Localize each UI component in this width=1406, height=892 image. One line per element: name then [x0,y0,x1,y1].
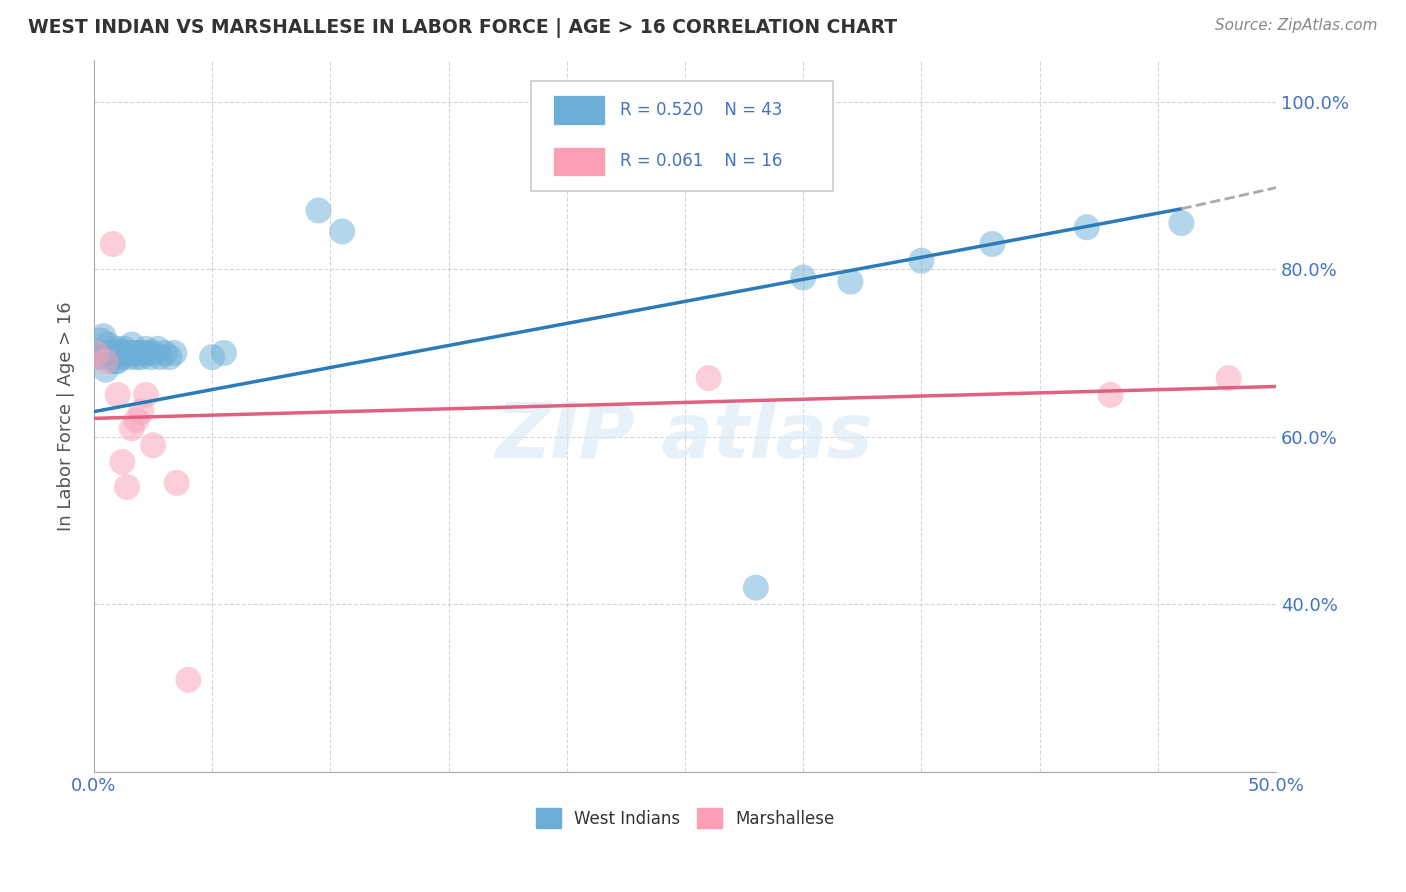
Point [94,362,117,376]
Point [125,413,148,427]
Point [792,270,814,285]
Point [139,350,162,364]
Point [146,342,169,356]
Point [142,346,165,360]
Point [107,388,129,402]
Y-axis label: In Labor Force | Age > 16: In Labor Force | Age > 16 [58,301,75,531]
Text: R = 0.061    N = 16: R = 0.061 N = 16 [620,153,782,170]
Point [132,346,155,360]
Point [125,350,148,364]
Point [135,342,157,356]
Point [107,342,129,356]
Point [128,346,150,360]
Point [101,237,124,252]
Point [90,350,112,364]
FancyBboxPatch shape [553,95,605,125]
Point [111,455,134,469]
Point [111,350,134,364]
Point [212,346,235,360]
Point [166,475,188,490]
FancyBboxPatch shape [531,81,832,192]
Point [115,480,138,494]
Text: WEST INDIAN VS MARSHALLESE IN LABOR FORCE | AGE > 16 CORRELATION CHART: WEST INDIAN VS MARSHALLESE IN LABOR FORC… [28,18,897,37]
Point [135,388,157,402]
Point [90,334,112,348]
Point [745,581,768,595]
Point [153,346,176,360]
Point [97,337,120,351]
Point [121,421,143,435]
Point [981,237,1004,252]
Point [163,346,186,360]
Legend: West Indians, Marshallese: West Indians, Marshallese [529,801,841,835]
Point [1170,216,1192,230]
Point [839,275,862,289]
Text: Source: ZipAtlas.com: Source: ZipAtlas.com [1215,18,1378,33]
FancyBboxPatch shape [553,146,605,177]
Point [94,346,117,360]
Point [136,346,159,360]
Point [697,371,720,385]
Text: ZIP atlas: ZIP atlas [496,401,873,475]
Point [330,224,353,238]
Point [177,673,200,687]
Point [84,346,107,360]
Point [115,346,138,360]
Point [121,337,143,351]
Point [142,438,165,452]
Point [1218,371,1240,385]
Point [100,346,122,360]
Point [108,346,131,360]
Point [201,350,224,364]
Point [114,342,136,356]
Point [1076,220,1098,235]
Point [122,346,145,360]
Point [107,354,129,368]
Point [129,350,152,364]
Point [93,329,115,343]
Point [149,350,172,364]
Point [129,404,152,418]
Point [94,354,117,368]
Point [308,203,330,218]
Point [1099,388,1122,402]
Point [910,253,932,268]
Point [104,354,127,368]
Text: R = 0.520    N = 43: R = 0.520 N = 43 [620,101,782,120]
Point [159,350,181,364]
Point [101,350,124,364]
Point [118,350,141,364]
Point [84,346,107,360]
